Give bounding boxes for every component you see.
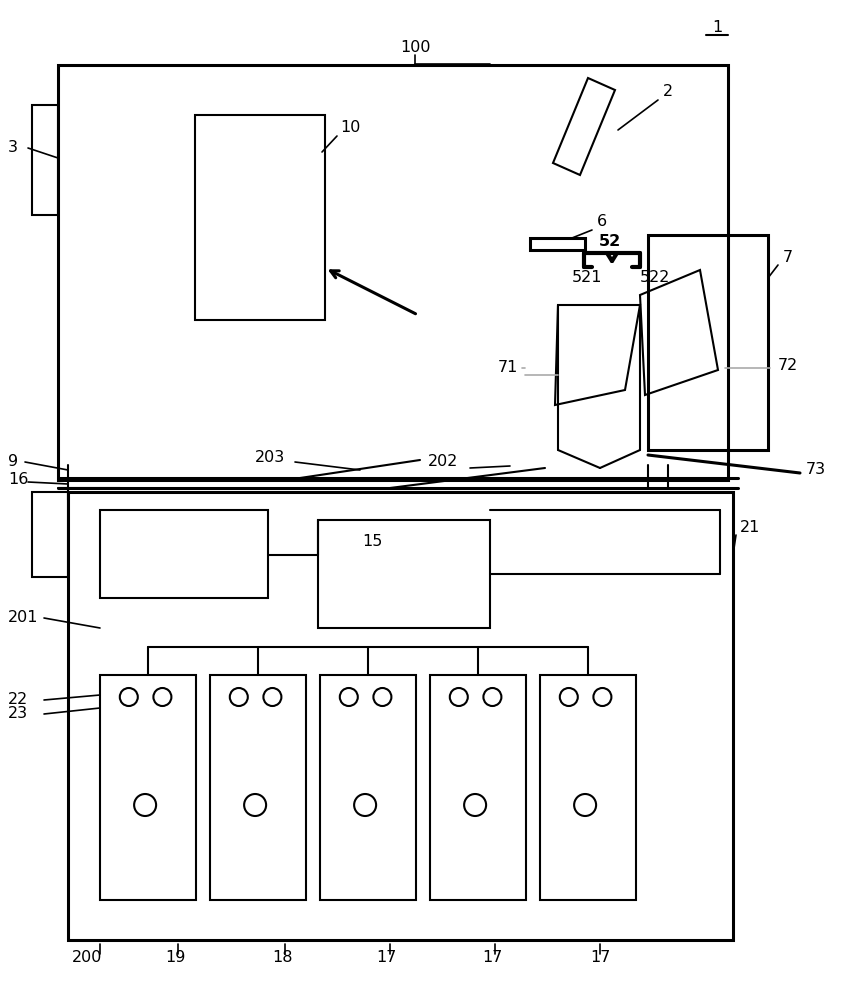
Text: 73: 73 [806, 462, 826, 478]
Bar [58, 65, 728, 480]
Text: 19: 19 [165, 950, 185, 966]
Bar [430, 675, 526, 900]
Bar [210, 675, 306, 900]
Text: 17: 17 [590, 950, 611, 966]
Text: 200: 200 [72, 950, 102, 966]
Bar [530, 238, 585, 250]
Text: 22: 22 [8, 692, 29, 708]
Text: 10: 10 [340, 120, 360, 135]
Text: 7: 7 [783, 250, 793, 265]
Text: 21: 21 [740, 520, 760, 536]
Text: 16: 16 [8, 473, 29, 488]
Text: 2: 2 [663, 85, 673, 100]
Text: 18: 18 [272, 950, 293, 966]
Bar [100, 675, 196, 900]
Bar [32, 492, 68, 577]
Bar [68, 492, 733, 940]
Text: 522: 522 [640, 270, 670, 286]
Text: 72: 72 [778, 358, 798, 372]
Text: 1: 1 [712, 20, 722, 35]
Text: 521: 521 [572, 270, 603, 286]
Bar [320, 675, 416, 900]
Text: 17: 17 [482, 950, 502, 966]
Text: 201: 201 [8, 610, 38, 626]
Text: 52: 52 [599, 234, 621, 249]
Bar [100, 510, 268, 598]
Bar [648, 235, 768, 450]
Text: 9: 9 [8, 454, 18, 470]
Text: 17: 17 [376, 950, 397, 966]
Text: 202: 202 [428, 454, 458, 470]
Text: 100: 100 [400, 40, 430, 55]
Bar [32, 105, 58, 215]
Text: 23: 23 [8, 706, 28, 722]
Bar [540, 675, 636, 900]
Text: 15: 15 [362, 534, 383, 550]
Text: 3: 3 [8, 140, 18, 155]
Text: 71: 71 [498, 360, 519, 375]
Text: 203: 203 [255, 450, 285, 464]
Bar [195, 115, 325, 320]
Text: 6: 6 [597, 215, 607, 230]
Bar [318, 520, 490, 628]
